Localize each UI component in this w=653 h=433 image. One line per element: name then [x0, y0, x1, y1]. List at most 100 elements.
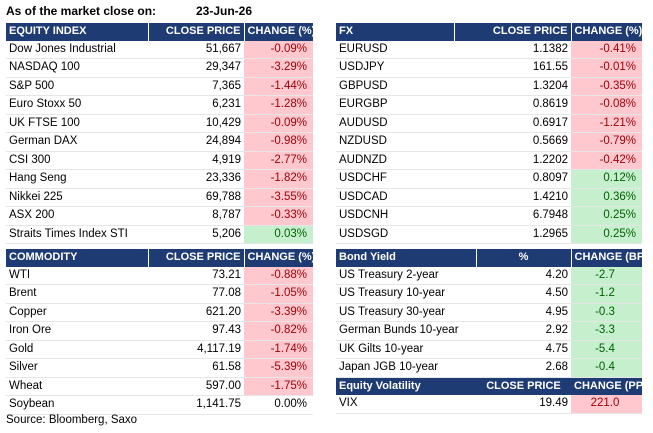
- equity-row: Dow Jones Industrial 51,667 -0.09%: [6, 40, 313, 59]
- bond-header-name: Bond Yield: [336, 249, 477, 267]
- bonds-price-cell: 4.75: [476, 340, 571, 359]
- as-of-date: 23-Jun-26: [196, 4, 253, 18]
- bonds-price-cell: 4.20: [476, 266, 571, 285]
- equity-row: Straits Times Index STI 5,206 0.03%: [6, 225, 313, 244]
- equity-price-cell: 23,336: [148, 169, 244, 189]
- equity-header-name: EQUITY INDEX: [6, 23, 149, 41]
- bonds-name-cell: Japan JGB 10-year: [336, 358, 476, 378]
- equity-index-table: EQUITY INDEX CLOSE PRICE CHANGE (%) Dow …: [6, 23, 313, 244]
- fx-change-cell: -0.79%: [571, 132, 642, 152]
- bond-header-change: CHANGE (BPS): [571, 249, 642, 267]
- fx-name-cell: AUDUSD: [336, 114, 454, 133]
- equity-price-cell: 7,365: [148, 77, 244, 96]
- fx-price-cell: 0.8097: [454, 169, 571, 189]
- equity-change-cell: -2.77%: [244, 151, 313, 170]
- commodity-change-cell: -0.88%: [244, 266, 313, 285]
- bonds-price-cell: 4.50: [476, 284, 571, 304]
- fx-change-cell: 0.12%: [571, 169, 642, 189]
- equity-name-cell: Dow Jones Industrial: [6, 40, 148, 59]
- equity-price-cell: 51,667: [148, 40, 244, 59]
- commodity-header-price: CLOSE PRICE: [148, 249, 245, 267]
- fx-price-cell: 6.7948: [454, 206, 571, 226]
- commodity-name-cell: WTI: [6, 266, 148, 285]
- fx-price-cell: 161.55: [454, 58, 571, 78]
- fx-name-cell: NZDUSD: [336, 132, 454, 152]
- volatility-header-name: Equity Volatility: [336, 377, 476, 395]
- equity-name-cell: S&P 500: [6, 77, 148, 96]
- equity-row: Euro Stoxx 50 6,231 -1.28%: [6, 95, 313, 115]
- equity-price-cell: 6,231: [148, 95, 244, 115]
- bonds-row: US Treasury 2-year 4.20 -2.7: [336, 266, 642, 285]
- equity-row: Nikkei 225 69,788 -3.55%: [6, 188, 313, 207]
- fx-name-cell: USDCNH: [336, 206, 454, 226]
- equity-price-cell: 24,894: [148, 132, 244, 152]
- fx-header-price: CLOSE PRICE: [454, 23, 572, 41]
- bonds-row: Japan JGB 10-year 2.68 -0.4: [336, 358, 642, 378]
- equity-change-cell: -1.82%: [244, 169, 313, 189]
- equity-price-cell: 69,788: [148, 188, 244, 207]
- commodity-price-cell: 77.08: [148, 284, 244, 304]
- equity-change-cell: -1.44%: [244, 77, 313, 96]
- fx-change-cell: -0.41%: [571, 40, 642, 59]
- fx-row: USDCNH 6.7948 0.25%: [336, 206, 642, 226]
- fx-name-cell: USDJPY: [336, 58, 454, 78]
- fx-name-cell: EURGBP: [336, 95, 454, 115]
- equity-header-price: CLOSE PRICE: [148, 23, 245, 41]
- equity-name-cell: Euro Stoxx 50: [6, 95, 148, 115]
- commodity-price-cell: 1,141.75: [148, 395, 244, 415]
- commodity-header-name: COMMODITY: [6, 249, 149, 267]
- commodity-name-cell: Silver: [6, 358, 148, 378]
- equity-price-cell: 8,787: [148, 206, 244, 226]
- fx-header-name: FX: [336, 23, 455, 41]
- equity-change-cell: 0.03%: [244, 225, 313, 244]
- equity-name-cell: UK FTSE 100: [6, 114, 148, 133]
- fx-row: AUDNZD 1.2202 -0.42%: [336, 151, 642, 170]
- bond-yield-table: Bond Yield % CHANGE (BPS) US Treasury 2-…: [336, 249, 642, 414]
- fx-row: NZDUSD 0.5669 -0.79%: [336, 132, 642, 152]
- fx-name-cell: EURUSD: [336, 40, 454, 59]
- equity-row: S&P 500 7,365 -1.44%: [6, 77, 313, 96]
- fx-name-cell: USDCAD: [336, 188, 454, 207]
- bonds-row: US Treasury 30-year 4.95 -0.3: [336, 303, 642, 322]
- commodity-row: Copper 621.20 -3.39%: [6, 303, 313, 322]
- commodity-price-cell: 621.20: [148, 303, 244, 322]
- fx-change-cell: 0.25%: [571, 225, 642, 244]
- bonds-price-cell: 4.95: [476, 303, 571, 322]
- equity-name-cell: Straits Times Index STI: [6, 225, 148, 244]
- equity-row: UK FTSE 100 10,429 -0.09%: [6, 114, 313, 133]
- equity-change-cell: -3.29%: [244, 58, 313, 78]
- equity-row: NASDAQ 100 29,347 -3.29%: [6, 58, 313, 78]
- fx-row: USDJPY 161.55 -0.01%: [336, 58, 642, 78]
- source-note: Source: Bloomberg, Saxo: [6, 414, 138, 426]
- equity-name-cell: Hang Seng: [6, 169, 148, 189]
- commodity-change-cell: -1.74%: [244, 340, 313, 359]
- commodity-row: Silver 61.58 -5.39%: [6, 358, 313, 378]
- report-header: As of the market close on: 23-Jun-26: [6, 3, 252, 19]
- equity-change-cell: -3.55%: [244, 188, 313, 207]
- fx-change-cell: -1.21%: [571, 114, 642, 133]
- commodity-row: Iron Ore 97.43 -0.82%: [6, 321, 313, 341]
- fx-change-cell: -0.42%: [571, 151, 642, 170]
- fx-row: EURUSD 1.1382 -0.41%: [336, 40, 642, 59]
- equity-change-cell: -0.09%: [244, 40, 313, 59]
- commodity-row: WTI 73.21 -0.88%: [6, 266, 313, 285]
- equity-row: Hang Seng 23,336 -1.82%: [6, 169, 313, 189]
- commodity-name-cell: Copper: [6, 303, 148, 322]
- fx-price-cell: 0.8619: [454, 95, 571, 115]
- commodity-price-cell: 73.21: [148, 266, 244, 285]
- fx-change-cell: -0.35%: [571, 77, 642, 96]
- equity-price-cell: 4,919: [148, 151, 244, 170]
- equity-change-cell: -0.98%: [244, 132, 313, 152]
- fx-price-cell: 1.3204: [454, 77, 571, 96]
- fx-name-cell: USDCHF: [336, 169, 454, 189]
- commodity-name-cell: Soybean: [6, 395, 148, 415]
- bonds-change-cell: -2.7: [571, 266, 642, 285]
- commodity-row: Soybean 1,141.75 0.00%: [6, 395, 313, 415]
- bonds-change-cell: -1.2: [571, 284, 642, 304]
- bonds-name-cell: German Bunds 10-year: [336, 321, 476, 341]
- fx-price-cell: 0.5669: [454, 132, 571, 152]
- equity-change-cell: -0.09%: [244, 114, 313, 133]
- fx-name-cell: GBPUSD: [336, 77, 454, 96]
- fx-price-cell: 1.4210: [454, 188, 571, 207]
- volatility-header-price: CLOSE PRICE: [476, 377, 571, 395]
